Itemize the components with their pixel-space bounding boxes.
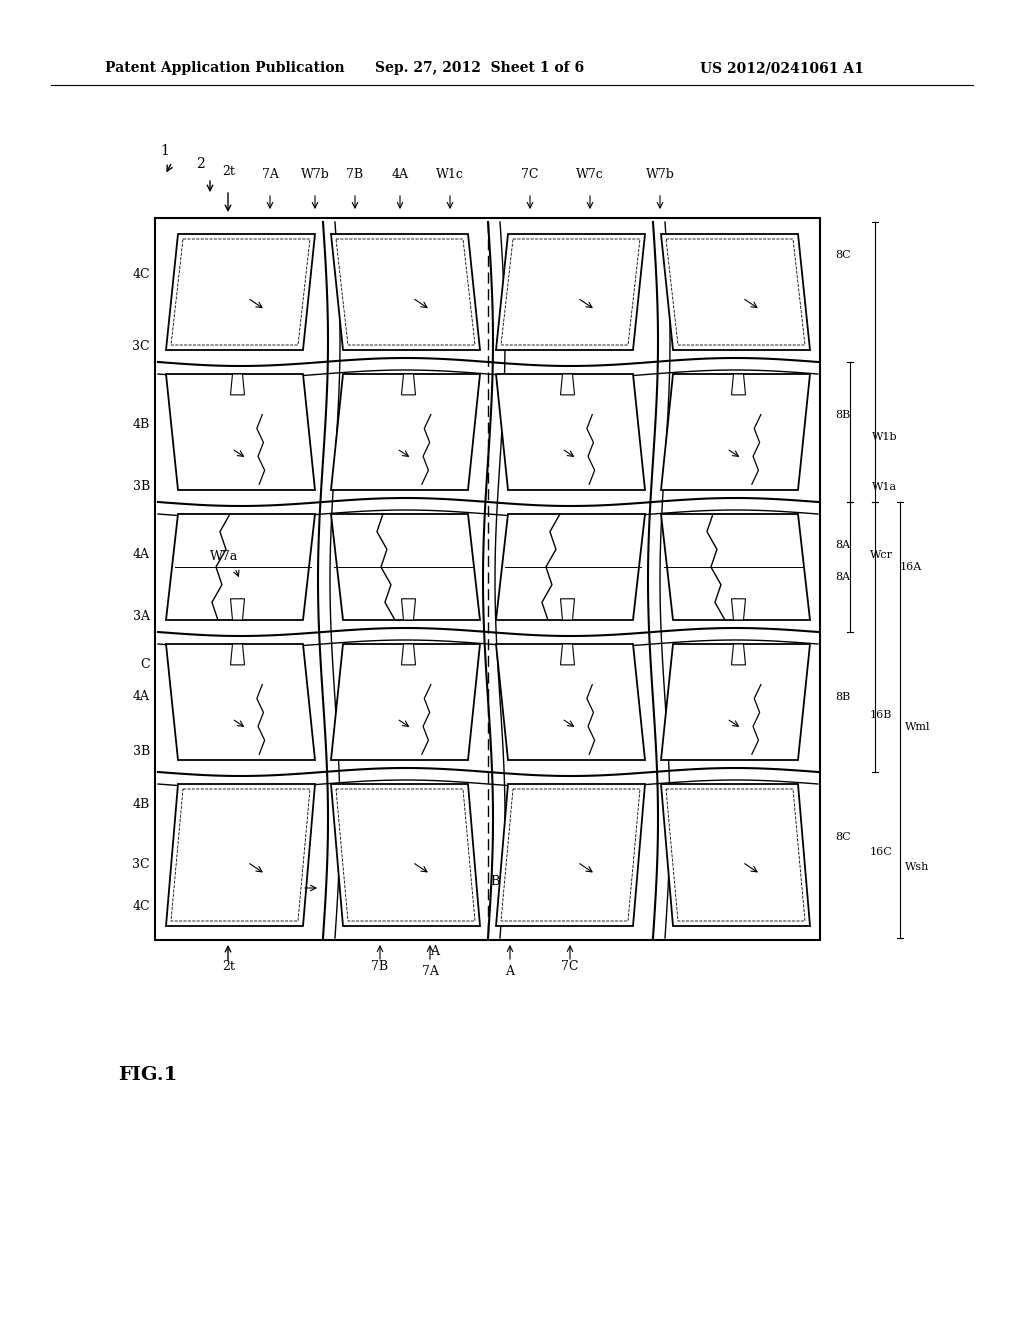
Polygon shape: [331, 644, 480, 760]
Polygon shape: [230, 599, 245, 620]
Polygon shape: [496, 784, 645, 927]
Text: 4C: 4C: [132, 268, 150, 281]
Text: W7a: W7a: [210, 550, 239, 564]
Text: 8C: 8C: [835, 249, 851, 260]
Text: US 2012/0241061 A1: US 2012/0241061 A1: [700, 61, 864, 75]
Text: W7b: W7b: [645, 168, 675, 181]
Text: 3B: 3B: [133, 744, 150, 758]
Polygon shape: [166, 374, 315, 490]
Text: 16B: 16B: [870, 710, 892, 719]
Text: 7A: 7A: [261, 168, 279, 181]
Polygon shape: [501, 239, 640, 345]
Text: 3C: 3C: [132, 858, 150, 871]
Polygon shape: [496, 374, 645, 490]
Text: 4B: 4B: [133, 799, 150, 810]
Polygon shape: [166, 784, 315, 927]
Text: 4A: 4A: [133, 690, 150, 704]
Text: 4B: 4B: [133, 418, 150, 432]
Polygon shape: [560, 644, 574, 665]
Text: 8A: 8A: [835, 572, 850, 582]
Text: 7A: 7A: [422, 965, 438, 978]
Text: 2t: 2t: [222, 165, 234, 178]
Polygon shape: [331, 784, 480, 927]
Polygon shape: [401, 374, 416, 395]
Polygon shape: [401, 599, 416, 620]
Text: 2t: 2t: [222, 960, 234, 973]
Polygon shape: [230, 374, 245, 395]
Text: 2: 2: [196, 157, 205, 172]
Polygon shape: [331, 374, 480, 490]
Text: 7B: 7B: [346, 168, 364, 181]
Polygon shape: [731, 374, 745, 395]
Text: W1b: W1b: [872, 432, 898, 442]
Text: 4A: 4A: [391, 168, 409, 181]
Text: B: B: [490, 875, 500, 888]
Bar: [155, 218, 820, 940]
Polygon shape: [336, 239, 475, 345]
Polygon shape: [336, 789, 475, 921]
Polygon shape: [166, 234, 315, 350]
Polygon shape: [171, 239, 310, 345]
Text: 3C: 3C: [132, 341, 150, 352]
Text: 3A: 3A: [133, 610, 150, 623]
Polygon shape: [331, 513, 480, 620]
Text: 1: 1: [160, 144, 169, 158]
Polygon shape: [331, 234, 480, 350]
Text: 8B: 8B: [835, 692, 850, 702]
Text: Wml: Wml: [905, 722, 931, 733]
Polygon shape: [501, 789, 640, 921]
Polygon shape: [731, 599, 745, 620]
Text: 4C: 4C: [132, 900, 150, 913]
Text: 16A: 16A: [900, 562, 923, 572]
Polygon shape: [166, 644, 315, 760]
Text: FIG.1: FIG.1: [118, 1067, 177, 1084]
Text: Patent Application Publication: Patent Application Publication: [105, 61, 345, 75]
Polygon shape: [560, 374, 574, 395]
Polygon shape: [666, 239, 805, 345]
Polygon shape: [662, 644, 810, 760]
Text: W1c: W1c: [436, 168, 464, 181]
Text: 8A: 8A: [835, 540, 850, 550]
Text: C: C: [140, 657, 150, 671]
Text: W7c: W7c: [577, 168, 604, 181]
Polygon shape: [401, 644, 416, 665]
Text: W7b: W7b: [301, 168, 330, 181]
Text: A: A: [506, 965, 514, 978]
Polygon shape: [662, 234, 810, 350]
Polygon shape: [171, 789, 310, 921]
Text: 4A: 4A: [133, 548, 150, 561]
Text: Sep. 27, 2012  Sheet 1 of 6: Sep. 27, 2012 Sheet 1 of 6: [375, 61, 584, 75]
Text: Wsh: Wsh: [905, 862, 930, 873]
Text: 16C: 16C: [870, 847, 893, 857]
Polygon shape: [662, 784, 810, 927]
Polygon shape: [662, 374, 810, 490]
Text: 7B: 7B: [372, 960, 388, 973]
Text: 7C: 7C: [561, 960, 579, 973]
Polygon shape: [662, 513, 810, 620]
Text: W1a: W1a: [872, 482, 897, 492]
Polygon shape: [560, 599, 574, 620]
Polygon shape: [496, 513, 645, 620]
Polygon shape: [230, 644, 245, 665]
Text: 8B: 8B: [835, 411, 850, 420]
Polygon shape: [496, 644, 645, 760]
Text: 7C: 7C: [521, 168, 539, 181]
Polygon shape: [166, 513, 315, 620]
Text: 3B: 3B: [133, 480, 150, 492]
Text: B: B: [290, 880, 299, 894]
Text: A: A: [430, 945, 439, 958]
Text: 8C: 8C: [835, 832, 851, 842]
Polygon shape: [666, 789, 805, 921]
Polygon shape: [731, 644, 745, 665]
Polygon shape: [496, 234, 645, 350]
Text: Wcr: Wcr: [870, 550, 893, 560]
